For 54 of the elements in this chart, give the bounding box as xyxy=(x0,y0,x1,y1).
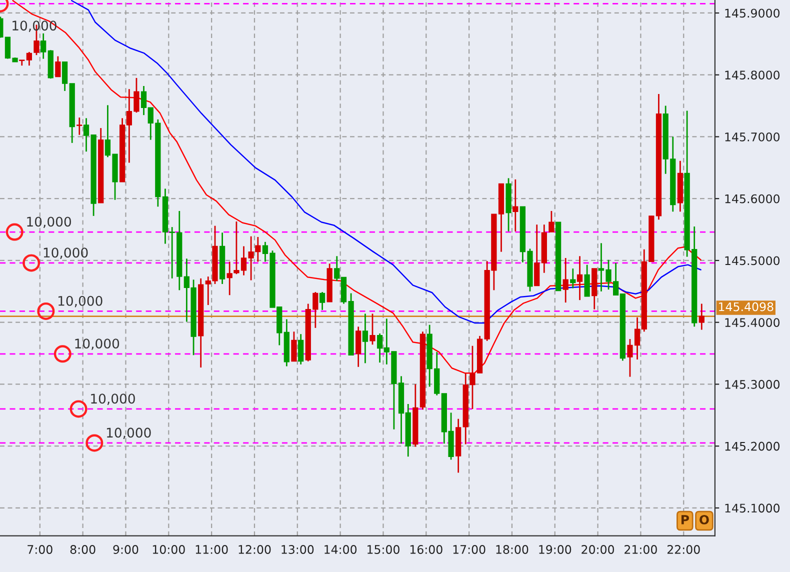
candlestick xyxy=(512,178,518,232)
y-tick-label: 145.1000 xyxy=(725,504,780,513)
y-tick-label: 145.6000 xyxy=(725,194,780,204)
annotation: 10,000 xyxy=(106,428,151,439)
x-tick-label: 22:00 xyxy=(667,545,700,554)
annotation: 10,000 xyxy=(75,338,120,350)
y-tick-label: 145.5000 xyxy=(725,256,780,266)
x-tick-label: 20:00 xyxy=(582,545,614,554)
candlestick xyxy=(226,261,232,296)
candlestick xyxy=(698,303,704,330)
x-tick-label: 19:00 xyxy=(539,545,572,554)
y-tick-label: 145.7000 xyxy=(725,132,780,142)
x-tick-label: 8:00 xyxy=(70,545,96,554)
candlestick xyxy=(291,330,297,362)
annotation: 10,000 xyxy=(91,394,135,405)
candlestick xyxy=(55,56,61,78)
ref-line-label: 145.4098 xyxy=(719,302,774,312)
y-tick-label: 145.3000 xyxy=(725,380,780,389)
x-tick-label: 16:00 xyxy=(410,545,442,554)
candlestick xyxy=(584,264,590,298)
x-tick-label: 11:00 xyxy=(196,545,228,554)
candlestick xyxy=(319,291,326,311)
x-tick-label: 12:00 xyxy=(238,545,271,554)
candlestick xyxy=(362,312,368,364)
candlestick xyxy=(576,255,583,301)
y-tick-label: 145.4000 xyxy=(725,318,780,327)
x-tick-label: 9:00 xyxy=(113,545,138,554)
candlestick xyxy=(26,51,32,66)
annotation: O xyxy=(700,514,709,524)
x-tick-label: 17:00 xyxy=(453,545,486,554)
x-tick-label: 14:00 xyxy=(324,545,357,554)
candlestick xyxy=(370,312,376,346)
annotation: P xyxy=(681,515,689,524)
candlestick xyxy=(356,326,362,368)
x-tick-label: 10:00 xyxy=(152,545,185,554)
annotation: 10,000 xyxy=(58,296,102,308)
candlestick xyxy=(534,224,540,287)
candlestick xyxy=(298,333,304,366)
annotation: 10,000 xyxy=(44,248,88,259)
candlestick xyxy=(76,116,82,136)
candlestick xyxy=(40,32,46,60)
candlestick xyxy=(570,268,576,290)
x-tick-label: 13:00 xyxy=(282,545,314,554)
candlestick xyxy=(562,257,568,304)
x-tick-label: 21:00 xyxy=(624,545,657,554)
annotation: 10,000 xyxy=(27,216,71,228)
candlestick xyxy=(548,210,554,233)
x-tick-label: 18:00 xyxy=(496,545,528,554)
y-tick-label: 145.2000 xyxy=(725,442,780,451)
y-tick-label: 145.9000 xyxy=(725,8,780,18)
x-tick-label: 7:00 xyxy=(28,545,52,554)
x-tick-label: 15:00 xyxy=(368,545,400,554)
candlestick xyxy=(62,61,68,92)
y-tick-label: 145.8000 xyxy=(725,70,780,80)
